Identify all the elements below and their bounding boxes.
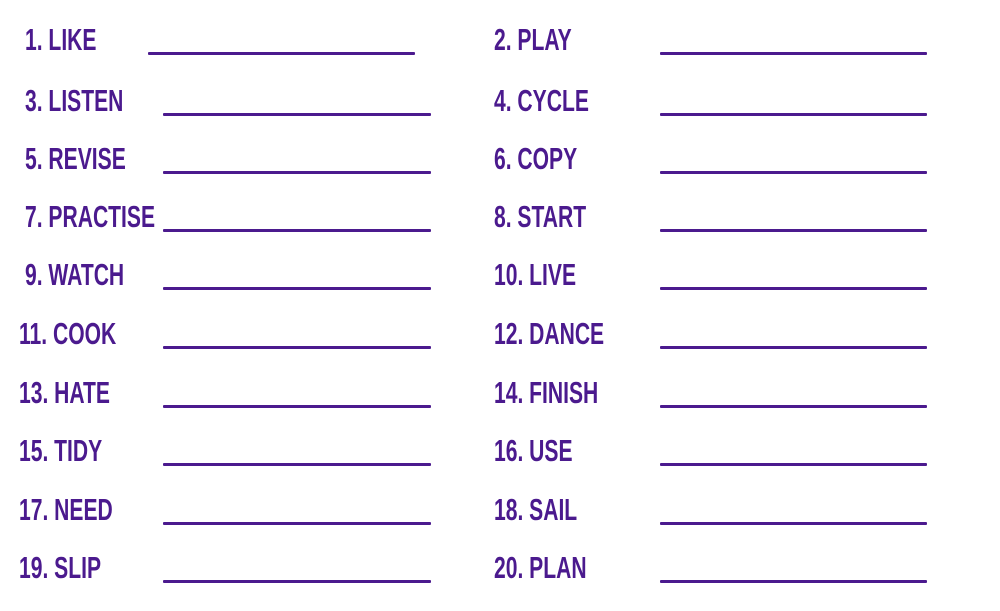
answer-blank[interactable]	[660, 229, 927, 232]
word-label: 3. LISTEN	[25, 83, 124, 118]
word-label: 6. COPY	[494, 141, 578, 176]
answer-blank[interactable]	[660, 580, 927, 583]
answer-blank[interactable]	[660, 52, 927, 55]
answer-blank[interactable]	[163, 580, 431, 583]
word-label: 1. LIKE	[25, 22, 97, 57]
answer-blank[interactable]	[148, 52, 415, 55]
answer-blank[interactable]	[163, 287, 431, 290]
word-label: 18. SAIL	[494, 492, 578, 527]
answer-blank[interactable]	[163, 405, 431, 408]
answer-blank[interactable]	[660, 287, 927, 290]
word-label: 10. LIVE	[494, 257, 577, 292]
answer-blank[interactable]	[163, 346, 431, 349]
word-label: 8. START	[494, 199, 587, 234]
word-label: 19. SLIP	[19, 550, 102, 585]
word-label: 14. FINISH	[494, 375, 599, 410]
answer-blank[interactable]	[163, 171, 431, 174]
answer-blank[interactable]	[163, 463, 431, 466]
word-label: 7. PRACTISE	[25, 199, 156, 234]
word-label: 2. PLAY	[494, 22, 572, 57]
word-label: 20. PLAN	[494, 550, 587, 585]
answer-blank[interactable]	[163, 522, 431, 525]
word-label: 11. COOK	[19, 316, 117, 351]
answer-blank[interactable]	[163, 113, 431, 116]
word-label: 12. DANCE	[494, 316, 605, 351]
answer-blank[interactable]	[660, 346, 927, 349]
answer-blank[interactable]	[660, 405, 927, 408]
word-label: 5. REVISE	[25, 141, 126, 176]
word-label: 17. NEED	[19, 492, 113, 527]
answer-blank[interactable]	[660, 113, 927, 116]
answer-blank[interactable]	[660, 522, 927, 525]
word-label: 15. TIDY	[19, 433, 103, 468]
answer-blank[interactable]	[163, 229, 431, 232]
word-label: 9. WATCH	[25, 257, 125, 292]
answer-blank[interactable]	[660, 463, 927, 466]
word-label: 13. HATE	[19, 375, 110, 410]
word-label: 4. CYCLE	[494, 83, 589, 118]
answer-blank[interactable]	[660, 171, 927, 174]
word-label: 16. USE	[494, 433, 573, 468]
